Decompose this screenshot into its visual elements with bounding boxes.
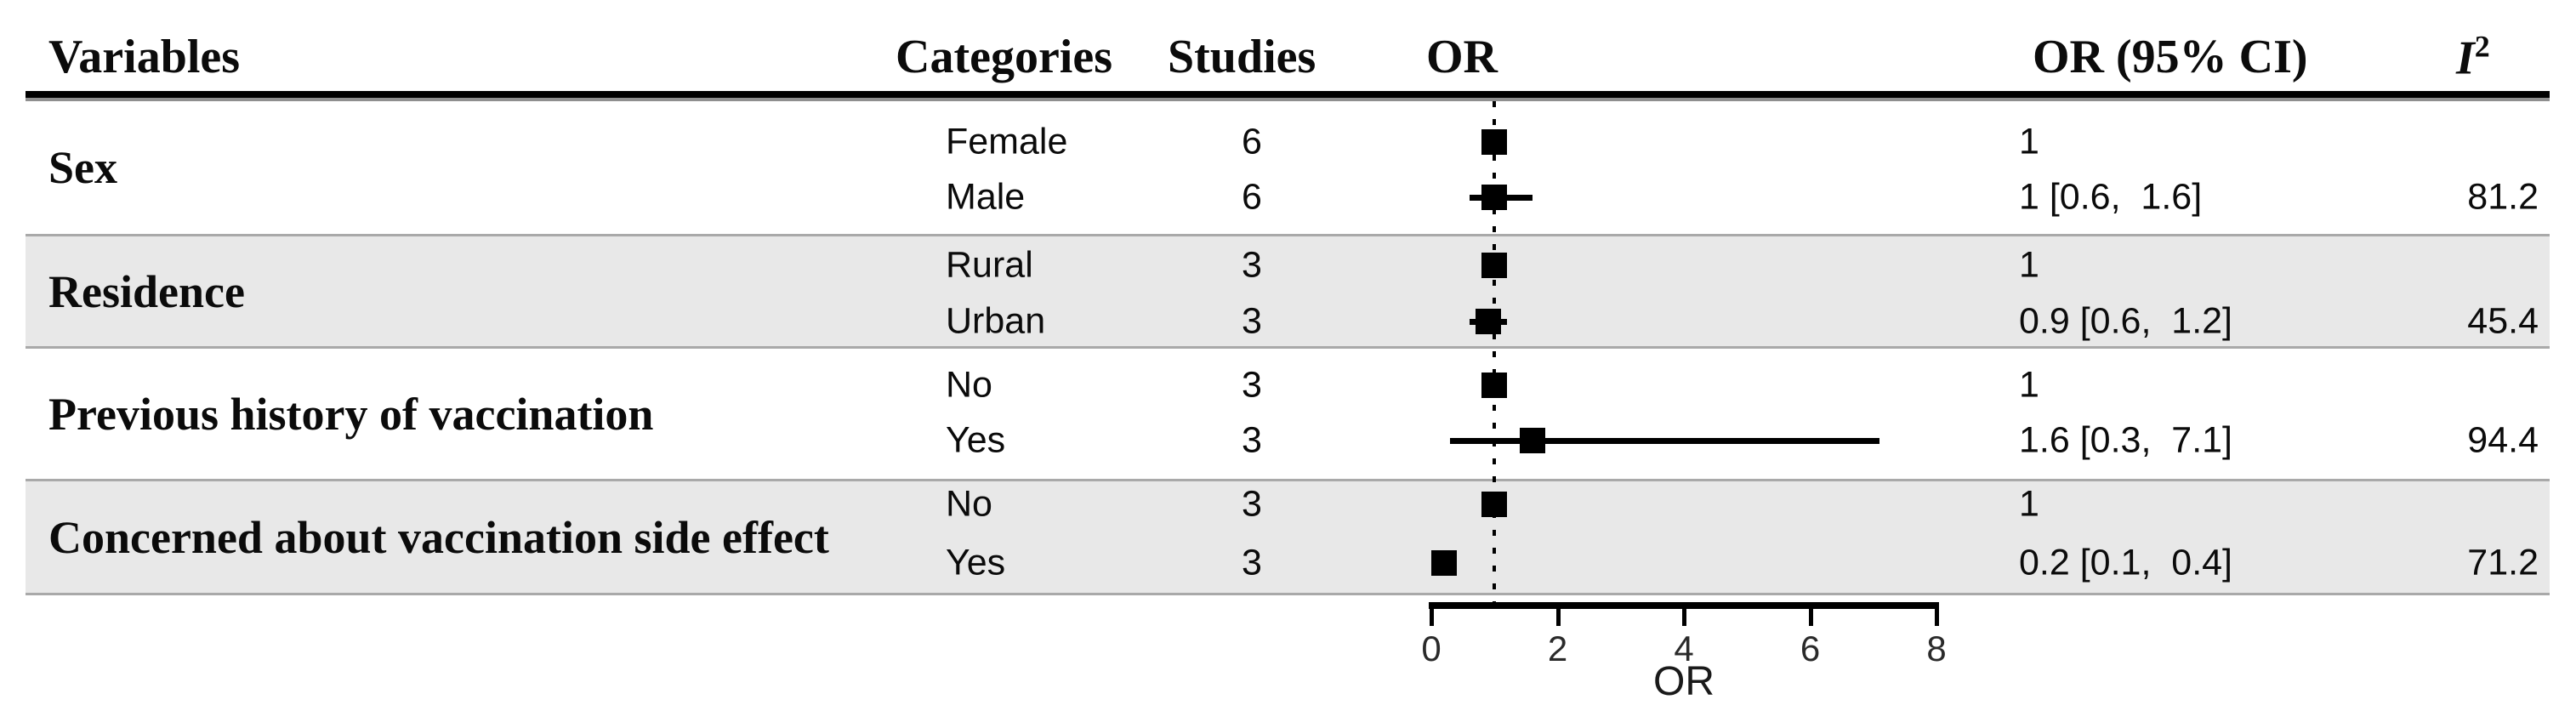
header-separator-line: [26, 91, 2550, 98]
category-cell: Yes: [946, 419, 1006, 461]
x-axis-tick: [1430, 602, 1434, 626]
studies-cell: 6: [1242, 121, 1262, 162]
or-ci-cell: 1: [2019, 121, 2039, 162]
studies-cell: 3: [1242, 364, 1262, 406]
category-cell: No: [946, 364, 992, 406]
studies-cell: 3: [1242, 542, 1262, 583]
i2-cell: 71.2: [2467, 542, 2539, 583]
or-point-square: [1430, 550, 1457, 576]
or-point-square: [1475, 309, 1501, 334]
studies-cell: 6: [1242, 176, 1262, 218]
variable-label: Residence: [48, 265, 245, 317]
category-cell: Urban: [946, 300, 1046, 342]
variable-label: Sex: [48, 142, 117, 193]
ci-whisker: [1450, 437, 1880, 444]
or-point-square: [1519, 428, 1545, 453]
category-cell: Female: [946, 121, 1068, 162]
col-header-categories: Categories: [896, 31, 1113, 83]
or-point-square: [1481, 492, 1508, 517]
category-cell: Rural: [946, 244, 1033, 286]
i2-symbol: I: [2456, 31, 2475, 85]
x-axis-tick-label: 6: [1800, 628, 1821, 668]
studies-cell: 3: [1242, 300, 1262, 342]
or-point-square: [1481, 253, 1508, 278]
variable-label: Previous history of vaccination: [48, 388, 654, 440]
col-header-or-plot: OR: [1426, 31, 1498, 83]
or-point-square: [1481, 373, 1508, 398]
x-axis-tick: [1935, 602, 1939, 626]
i2-cell: 81.2: [2467, 176, 2539, 218]
studies-cell: 3: [1242, 483, 1262, 525]
i2-cell: 45.4: [2467, 300, 2539, 342]
i2-exponent: 2: [2474, 29, 2490, 64]
or-ci-cell: 1: [2019, 364, 2039, 406]
reference-line: [1493, 101, 1497, 602]
x-axis-title: OR: [1653, 659, 1714, 704]
or-ci-cell: 1: [2019, 483, 2039, 525]
header-separator-shadow: [26, 98, 2550, 101]
i2-cell: 94.4: [2467, 419, 2539, 461]
variable-group-band: [26, 234, 2550, 349]
or-ci-cell: 0.9 [0.6, 1.2]: [2019, 300, 2233, 342]
or-point-square: [1481, 129, 1508, 155]
x-axis-tick-label: 4: [1674, 628, 1694, 668]
studies-cell: 3: [1242, 244, 1262, 286]
category-cell: No: [946, 483, 992, 525]
or-ci-cell: 1: [2019, 244, 2039, 286]
variable-label: Concerned about vaccination side effect: [48, 511, 829, 563]
col-header-i2: I2: [2456, 29, 2490, 86]
studies-cell: 3: [1242, 419, 1262, 461]
variable-group-band: [26, 479, 2550, 595]
or-ci-cell: 1 [0.6, 1.6]: [2019, 176, 2203, 218]
x-axis-tick: [1682, 602, 1686, 626]
category-cell: Yes: [946, 542, 1006, 583]
x-axis-tick: [1555, 602, 1561, 626]
x-axis-tick: [1808, 602, 1813, 626]
col-header-or-ci: OR (95% CI): [2033, 31, 2308, 83]
col-header-studies: Studies: [1168, 31, 1316, 83]
x-axis-tick-label: 0: [1421, 628, 1442, 668]
col-header-variables: Variables: [48, 31, 241, 83]
or-ci-cell: 1.6 [0.3, 7.1]: [2019, 419, 2233, 461]
or-ci-cell: 0.2 [0.1, 0.4]: [2019, 542, 2233, 583]
or-point-square: [1481, 185, 1508, 210]
x-axis-tick-label: 8: [1926, 628, 1947, 668]
x-axis-tick-label: 2: [1547, 628, 1568, 668]
category-cell: Male: [946, 176, 1026, 218]
